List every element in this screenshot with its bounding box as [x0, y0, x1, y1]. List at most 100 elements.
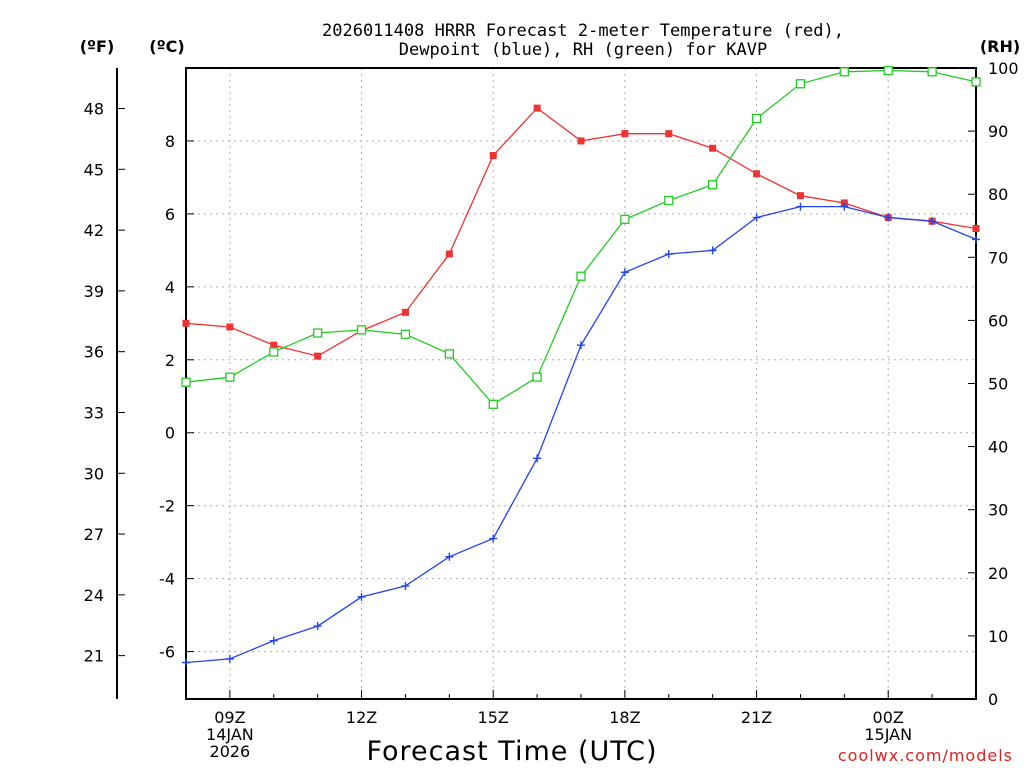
c-tick-label: 8 — [165, 132, 175, 151]
temperature-point — [489, 152, 497, 160]
celsius-unit-label: (ºC) — [149, 37, 184, 56]
dewpoint-point — [182, 658, 190, 667]
dewpoint-point — [269, 636, 278, 645]
rh-point — [356, 325, 367, 335]
rh-tick-label: 90 — [988, 122, 1008, 141]
series-temperature — [182, 104, 980, 360]
series-rh — [181, 65, 981, 409]
temperature-point — [621, 130, 629, 138]
f-tick-label: 30 — [84, 464, 104, 483]
temperature-point — [182, 319, 190, 327]
rh-point — [971, 77, 981, 87]
rh-line — [185, 69, 977, 406]
rh-point — [488, 399, 498, 409]
temperature-point — [665, 130, 673, 138]
plot-frame — [185, 67, 977, 700]
rh-tick-label: 40 — [988, 438, 1008, 457]
temperature-point — [533, 104, 541, 112]
f-tick-label: 48 — [84, 100, 104, 119]
rh-tick-label: 50 — [988, 375, 1008, 394]
rh-point — [181, 377, 191, 387]
temperature-point — [445, 250, 453, 258]
fahrenheit-unit-label: (ºF) — [80, 37, 115, 56]
temperature-point — [709, 144, 717, 152]
x-tick-label: 00Z — [873, 708, 904, 727]
rh-point — [313, 328, 323, 338]
f-tick-label: 27 — [84, 525, 104, 544]
dewpoint-point — [357, 592, 366, 601]
x-tick-label: 09Z — [214, 708, 245, 727]
series-dewpoint — [182, 202, 980, 667]
c-tick-label: 0 — [165, 424, 175, 443]
rh-point — [444, 349, 454, 359]
rh-point — [225, 372, 235, 382]
dewpoint-point — [752, 213, 761, 222]
temperature-point — [314, 352, 322, 360]
dewpoint-point — [708, 246, 717, 255]
dewpoint-point — [840, 202, 849, 211]
dewpoint-point — [225, 654, 234, 663]
dewpoint-point — [313, 622, 322, 631]
dewpoint-point — [401, 581, 410, 590]
f-tick-label: 24 — [84, 586, 104, 605]
c-tick-label: -2 — [159, 497, 175, 516]
c-tick-label: -4 — [159, 570, 175, 589]
x-tick-label: 18Z — [609, 708, 640, 727]
c-tick-label: -6 — [159, 643, 175, 662]
temperature-point — [577, 137, 585, 145]
x-tick-label: 12Z — [346, 708, 377, 727]
rh-tick-label: 70 — [988, 248, 1008, 267]
rh-point — [839, 67, 849, 77]
rh-tick-label: 30 — [988, 501, 1008, 520]
f-tick-label: 21 — [84, 647, 104, 666]
series-layer — [181, 65, 981, 667]
x-tick-label: 14JAN — [206, 725, 254, 744]
dewpoint-point — [445, 552, 454, 561]
rh-point — [532, 372, 542, 382]
rh-point — [400, 329, 411, 339]
f-tick-label: 42 — [84, 221, 104, 240]
f-tick-label: 33 — [84, 403, 104, 422]
dewpoint-point — [664, 250, 673, 259]
rh-point — [576, 271, 586, 281]
dewpoint-point — [620, 268, 629, 277]
temperature-point — [753, 170, 761, 178]
c-tick-label: 2 — [165, 351, 175, 370]
x-tick-label: 2026 — [210, 742, 251, 761]
rh-point — [795, 79, 806, 89]
dewpoint-point — [489, 534, 498, 543]
rh-tick-label: 0 — [988, 690, 998, 709]
axis-ticks: -6-4-20246821242730333639424548010203040… — [84, 59, 1019, 761]
temperature-point — [972, 224, 980, 232]
f-tick-label: 45 — [84, 160, 104, 179]
temperature-line — [185, 107, 977, 357]
dewpoint-point — [577, 341, 585, 350]
rh-tick-label: 100 — [988, 59, 1019, 78]
x-axis-title: Forecast Time (UTC) — [366, 736, 657, 767]
dewpoint-point — [796, 202, 805, 211]
rh-point — [269, 347, 279, 357]
rh-tick-label: 80 — [988, 185, 1008, 204]
dewpoint-point — [884, 213, 893, 222]
dewpoint-point — [928, 217, 937, 226]
rh-point — [751, 113, 762, 124]
temperature-point — [270, 341, 278, 349]
f-tick-label: 39 — [84, 282, 104, 301]
rh-tick-label: 10 — [988, 627, 1008, 646]
rh-point — [620, 214, 630, 225]
rh-tick-label: 20 — [988, 564, 1008, 583]
rh-point — [927, 67, 937, 77]
c-tick-label: 6 — [165, 205, 175, 224]
chart-title-line1: 2026011408 HRRR Forecast 2-meter Tempera… — [322, 21, 844, 41]
dewpoint-point — [972, 235, 980, 244]
rh-tick-label: 60 — [988, 311, 1008, 330]
x-tick-label: 21Z — [741, 708, 772, 727]
f-tick-label: 36 — [84, 343, 104, 362]
c-tick-label: 4 — [165, 278, 175, 297]
temperature-point — [796, 192, 804, 200]
temperature-point — [401, 308, 409, 316]
rh-unit-label: (RH) — [980, 37, 1020, 56]
chart-title-line2: Dewpoint (blue), RH (green) for KAVP — [399, 40, 767, 60]
gridlines — [186, 68, 976, 699]
